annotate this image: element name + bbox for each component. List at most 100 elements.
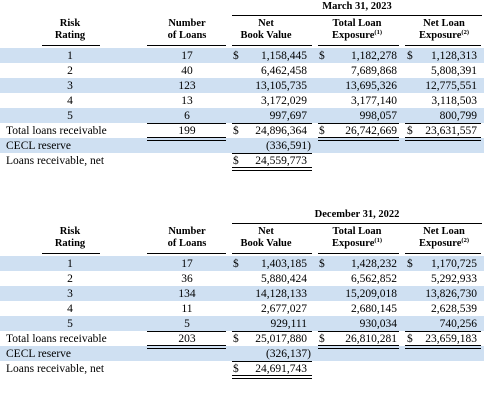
row-band <box>0 346 484 361</box>
cecl-label: CECL reserve <box>6 348 72 360</box>
nbv-value-cell: 1,403,185 <box>261 258 307 270</box>
risk-rating-cell: 2 <box>67 273 73 285</box>
header-rule-tle <box>318 45 399 46</box>
total-number-of-loans: 203 <box>178 333 196 345</box>
footnote-marker: (2) <box>461 29 469 36</box>
footnote-marker: (1) <box>374 237 382 244</box>
risk-rating-cell: 4 <box>67 303 73 315</box>
header-loans-line1: Number <box>168 18 206 29</box>
risk-rating-cell: 5 <box>67 110 73 122</box>
header-tle-line2: Exposure(1) <box>297 237 417 250</box>
total-double-rule-tle <box>318 345 399 349</box>
cecl-value: (326,137) <box>265 348 311 360</box>
header-nle-line2: Exposure(2) <box>384 29 486 42</box>
total-double-rule-loans <box>147 345 226 349</box>
tle-value-cell: 7,689,868 <box>351 65 397 77</box>
total-double-rule-tle <box>318 137 399 141</box>
row-band <box>0 78 484 93</box>
tle-value-cell: 3,177,140 <box>351 95 397 107</box>
header-loans-line2: of Loans <box>127 30 247 42</box>
total-number-of-loans: 199 <box>178 125 196 137</box>
total-label: Total loans receivable <box>6 333 107 345</box>
nbv-value-cell: 14,128,133 <box>255 288 307 300</box>
nbv-value-cell: 929,111 <box>270 318 307 330</box>
nbv-value-cell: 2,677,027 <box>261 303 307 315</box>
period-heading: March 31, 2023 <box>322 1 392 12</box>
tle-value-cell: 2,680,145 <box>351 303 397 315</box>
net-currency-symbol: $ <box>233 363 239 375</box>
header-loans-line1: Number <box>168 226 206 237</box>
tle-value-cell: 13,695,326 <box>345 80 397 92</box>
total-nle-value: 23,631,557 <box>425 125 477 137</box>
total-tle-value: 26,810,281 <box>345 333 397 345</box>
tle-value-cell: 1,428,232 <box>351 258 397 270</box>
total-rule-nle <box>405 331 481 332</box>
number-of-loans-cell: 134 <box>178 288 196 300</box>
net-label: Loans receivable, net <box>6 155 105 167</box>
header-rule-rating <box>42 253 100 254</box>
header-nle-line1: Net Loan <box>423 226 465 237</box>
header-nle-text: Exposure <box>419 238 462 249</box>
footnote-marker: (1) <box>374 29 382 36</box>
nbv-value-cell: 1,158,445 <box>261 50 307 62</box>
risk-rating-cell: 2 <box>67 65 73 77</box>
total-rule-loans <box>147 331 226 332</box>
net-value: 24,559,773 <box>255 155 307 167</box>
total-nle-currency-symbol: $ <box>407 125 413 137</box>
nbv-value-cell: 13,105,735 <box>255 80 307 92</box>
number-of-loans-cell: 6 <box>184 110 190 122</box>
number-of-loans-cell: 36 <box>181 273 193 285</box>
tle-value-cell: 998,057 <box>359 110 397 122</box>
total-tle-currency-symbol: $ <box>319 333 325 345</box>
row-band <box>0 286 484 301</box>
cecl-value: (336,591) <box>265 140 311 152</box>
risk-rating-cell: 3 <box>67 80 73 92</box>
header-nbv-line1: Net <box>258 226 274 237</box>
total-rule-loans <box>147 123 226 124</box>
nbv-value-cell: 997,697 <box>269 110 307 122</box>
header-rule-rating <box>42 45 100 46</box>
tle-value-cell: 15,209,018 <box>345 288 397 300</box>
nle-currency-symbol: $ <box>407 50 413 62</box>
total-label: Total loans receivable <box>6 125 107 137</box>
net-double-rule <box>232 375 312 379</box>
header-loans-line2: of Loans <box>127 238 247 250</box>
nle-value-cell: 3,118,503 <box>431 95 477 107</box>
period-underline <box>232 15 482 16</box>
total-rule-nbv <box>232 331 312 332</box>
header-tle-text: Exposure <box>332 30 375 41</box>
total-nle-currency-symbol: $ <box>407 333 413 345</box>
total-double-rule-nle <box>405 345 481 349</box>
header-nbv-line2: Book Value <box>206 30 326 42</box>
total-double-rule-nle <box>405 137 481 141</box>
number-of-loans-cell: 5 <box>184 318 190 330</box>
total-nbv-currency-symbol: $ <box>233 333 239 345</box>
total-tle-value: 26,742,669 <box>345 125 397 137</box>
total-nbv-value: 25,017,880 <box>255 333 307 345</box>
row-band <box>0 48 484 63</box>
header-tle-line1: Total Loan <box>332 18 382 29</box>
tle-value-cell: 930,034 <box>359 318 397 330</box>
total-nbv-currency-symbol: $ <box>233 125 239 137</box>
header-rule-loans <box>147 253 226 254</box>
header-tle-text: Exposure <box>332 238 375 249</box>
total-double-rule-loans <box>147 137 226 141</box>
tle-value-cell: 6,562,852 <box>351 273 397 285</box>
header-rating-text: Rating <box>54 30 86 41</box>
header-loans-text: of Loans <box>167 238 207 249</box>
total-rule-tle <box>318 331 399 332</box>
nle-value-cell: 5,292,933 <box>431 273 477 285</box>
net-currency-symbol: $ <box>233 155 239 167</box>
nle-value-cell: 740,256 <box>439 318 477 330</box>
number-of-loans-cell: 123 <box>178 80 196 92</box>
number-of-loans-cell: 17 <box>181 50 193 62</box>
header-tle-line1: Total Loan <box>332 226 382 237</box>
nbv-value-cell: 3,172,029 <box>261 95 307 107</box>
cecl-rule <box>232 153 312 154</box>
nbv-currency-symbol: $ <box>233 258 239 270</box>
header-rule-nle <box>405 253 481 254</box>
period-underline <box>232 223 482 224</box>
header-nle-line1: Net Loan <box>423 18 465 29</box>
header-rule-nbv <box>232 45 312 46</box>
header-nbv-text: Book Value <box>240 238 292 249</box>
